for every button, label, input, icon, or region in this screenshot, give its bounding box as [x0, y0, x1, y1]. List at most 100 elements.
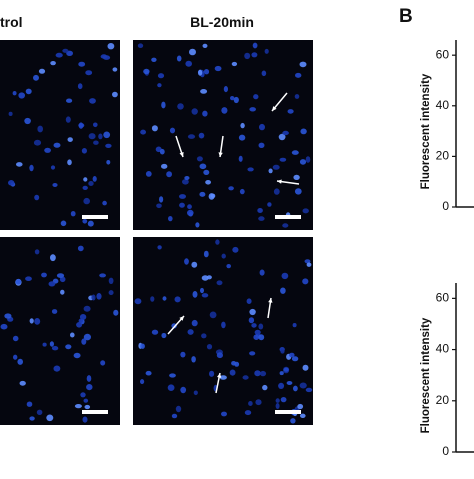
nucleus — [74, 404, 82, 409]
nucleus — [242, 375, 249, 380]
nucleus — [184, 176, 190, 180]
nucleus — [106, 160, 111, 165]
nucleus — [33, 74, 39, 81]
scale-bar — [82, 215, 108, 219]
nucleus — [187, 134, 196, 139]
y-tick-label: 0 — [442, 444, 449, 458]
nucleus — [157, 73, 165, 79]
nucleus — [297, 403, 304, 410]
nucleus — [306, 262, 312, 267]
nucleus — [50, 61, 56, 66]
nucleus — [272, 164, 280, 170]
nucleus — [180, 351, 186, 358]
y-axis-label: Fluorescent intensity — [420, 317, 432, 433]
y-tick-label: 0 — [442, 199, 449, 213]
nucleus — [176, 55, 182, 62]
nucleus — [145, 370, 152, 376]
nucleus — [49, 341, 55, 347]
nucleus — [26, 401, 33, 407]
y-tick-label: 60 — [436, 47, 450, 61]
nucleus — [223, 86, 228, 93]
nucleus — [83, 305, 91, 312]
nucleus — [259, 123, 265, 131]
nucleus — [255, 399, 262, 406]
nucleus — [151, 57, 157, 62]
y-tick-label: 20 — [436, 393, 450, 407]
y-axis-label: Fluorescent intensity — [420, 73, 432, 189]
y-tick-label: 40 — [436, 342, 450, 356]
nucleus — [167, 384, 175, 392]
nucleus — [258, 334, 265, 341]
nucleus — [215, 239, 220, 245]
nucleus — [179, 194, 186, 199]
nucleus — [70, 211, 76, 217]
nucleus — [93, 122, 98, 128]
nucleus — [53, 365, 61, 372]
nucleus — [80, 392, 86, 398]
nucleus — [283, 367, 289, 372]
nucleus — [294, 94, 300, 99]
nucleus — [81, 338, 87, 345]
nucleus — [25, 276, 32, 282]
nucleus — [203, 69, 210, 75]
y-tick-label: 20 — [436, 149, 450, 163]
nucleus — [67, 137, 73, 143]
nucleus — [99, 273, 106, 278]
nucleus — [50, 254, 56, 262]
nucleus — [275, 398, 280, 403]
nucleus — [53, 142, 61, 148]
nucleus — [108, 290, 114, 296]
nucleus — [208, 193, 215, 200]
nucleus — [209, 311, 217, 319]
nucleus — [191, 356, 196, 363]
nucleus — [214, 65, 222, 72]
nucleus — [282, 223, 289, 228]
nucleus — [238, 134, 246, 141]
nucleus — [60, 220, 67, 227]
nucleus — [34, 194, 40, 201]
nucleus — [199, 163, 207, 170]
nucleus — [290, 418, 296, 424]
nucleus — [275, 403, 280, 409]
nucleus — [78, 61, 86, 67]
nucleus — [34, 318, 41, 325]
nucleus — [19, 380, 26, 386]
nucleus — [87, 220, 94, 227]
nucleus — [299, 382, 307, 389]
nucleus — [262, 384, 268, 391]
column-title: trol — [0, 14, 23, 30]
nucleus — [83, 398, 89, 403]
column-title: BL-20min — [190, 14, 254, 30]
nucleus — [73, 352, 81, 359]
nucleus — [78, 123, 85, 128]
nucleus — [200, 287, 204, 294]
nucleus — [66, 98, 73, 103]
nucleus — [34, 249, 40, 255]
nucleus — [230, 96, 235, 101]
nucleus — [279, 157, 287, 162]
nucleus — [41, 272, 47, 278]
nucleus — [278, 382, 285, 389]
nucleus — [206, 275, 212, 280]
nucleus — [248, 317, 255, 324]
nucleus — [193, 390, 198, 396]
nucleus — [252, 42, 258, 49]
nucleus — [140, 129, 147, 135]
nucleus — [67, 159, 72, 166]
nucleus — [279, 371, 284, 376]
nucleus — [79, 314, 87, 320]
nucleus — [187, 204, 192, 210]
nucleus — [77, 245, 84, 252]
nucleus — [259, 370, 267, 377]
nucleus — [261, 70, 267, 77]
nucleus — [51, 309, 58, 314]
nucleus — [258, 323, 264, 330]
nucleus — [37, 125, 43, 133]
nucleus — [299, 159, 307, 165]
micrographs — [0, 40, 358, 425]
nucleus — [100, 54, 108, 59]
nucleus — [85, 70, 93, 76]
nucleus — [137, 43, 144, 48]
nucleus — [177, 103, 184, 110]
nucleus — [112, 91, 118, 98]
